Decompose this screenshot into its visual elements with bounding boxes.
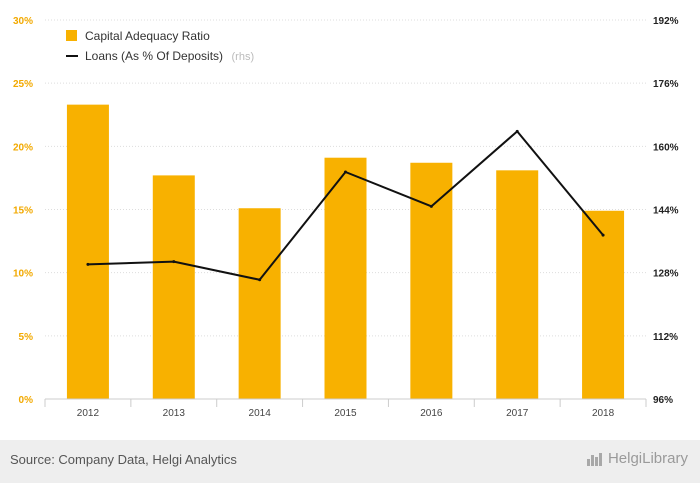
x-tick-label: 2013 — [163, 408, 186, 419]
legend-label-bar: Capital Adequacy Ratio — [85, 29, 210, 43]
legend-label-line-name: Loans (As % Of Deposits) — [85, 49, 223, 63]
x-tick-label: 2017 — [506, 408, 529, 419]
y-left-tick-label: 30% — [13, 16, 33, 27]
line-point — [86, 262, 90, 266]
bar — [496, 170, 539, 399]
y-left-tick-label: 25% — [13, 79, 33, 90]
y-left-tick-label: 10% — [13, 269, 33, 280]
bar — [238, 208, 281, 399]
legend-label-line-note: (rhs) — [232, 51, 255, 63]
helgi-logo-icon — [586, 452, 602, 466]
y-right-tick-label: 144% — [653, 206, 679, 217]
x-tick-label: 2012 — [77, 408, 100, 419]
legend: Capital Adequacy Ratio Loans (As % Of De… — [66, 29, 254, 64]
line-point — [515, 129, 519, 133]
brand-name: HelgiLibrary — [607, 450, 688, 467]
y-right-tick-label: 128% — [653, 269, 679, 280]
x-tick-label: 2016 — [420, 408, 443, 419]
bar — [582, 210, 625, 399]
brand: HelgiLibrary — [586, 450, 688, 467]
y-left-tick-label: 20% — [13, 142, 33, 153]
x-tick-label: 2015 — [334, 408, 357, 419]
y-right-tick-label: 96% — [653, 395, 673, 406]
bar — [66, 104, 109, 399]
line-point — [429, 204, 433, 208]
x-tick-label: 2018 — [592, 408, 615, 419]
line-point — [258, 278, 262, 282]
y-left-tick-label: 15% — [13, 206, 33, 217]
legend-swatch-bar — [66, 30, 77, 41]
y-left-tick-label: 5% — [19, 332, 34, 343]
bar — [324, 157, 367, 399]
line-point — [172, 260, 176, 264]
axes: 0% 96% 5% 112% 10% 128% 15% 144% 20% 160% 25% 176% 3… — [13, 16, 679, 419]
y-right-tick-label: 192% — [653, 16, 679, 27]
y-right-tick-label: 160% — [653, 142, 679, 153]
y-left-tick-label: 0% — [19, 395, 34, 406]
y-right-tick-label: 176% — [653, 79, 679, 90]
chart: 0% 96% 5% 112% 10% 128% 15% 144% 20% 160% 25% 176% 3… — [13, 16, 679, 419]
footer: Source: Company Data, Helgi Analytics He… — [0, 440, 700, 483]
bar — [152, 175, 195, 399]
line-point — [344, 170, 347, 174]
bar-series — [66, 104, 625, 399]
line-series — [86, 129, 605, 282]
line-point — [601, 233, 605, 237]
legend-label-line: Loans (As % Of Deposits) (rhs) — [85, 47, 254, 64]
y-right-tick-label: 112% — [653, 332, 678, 343]
x-tick-label: 2014 — [249, 408, 272, 419]
bar — [410, 162, 453, 399]
source-text: Source: Company Data, Helgi Analytics — [10, 452, 237, 467]
